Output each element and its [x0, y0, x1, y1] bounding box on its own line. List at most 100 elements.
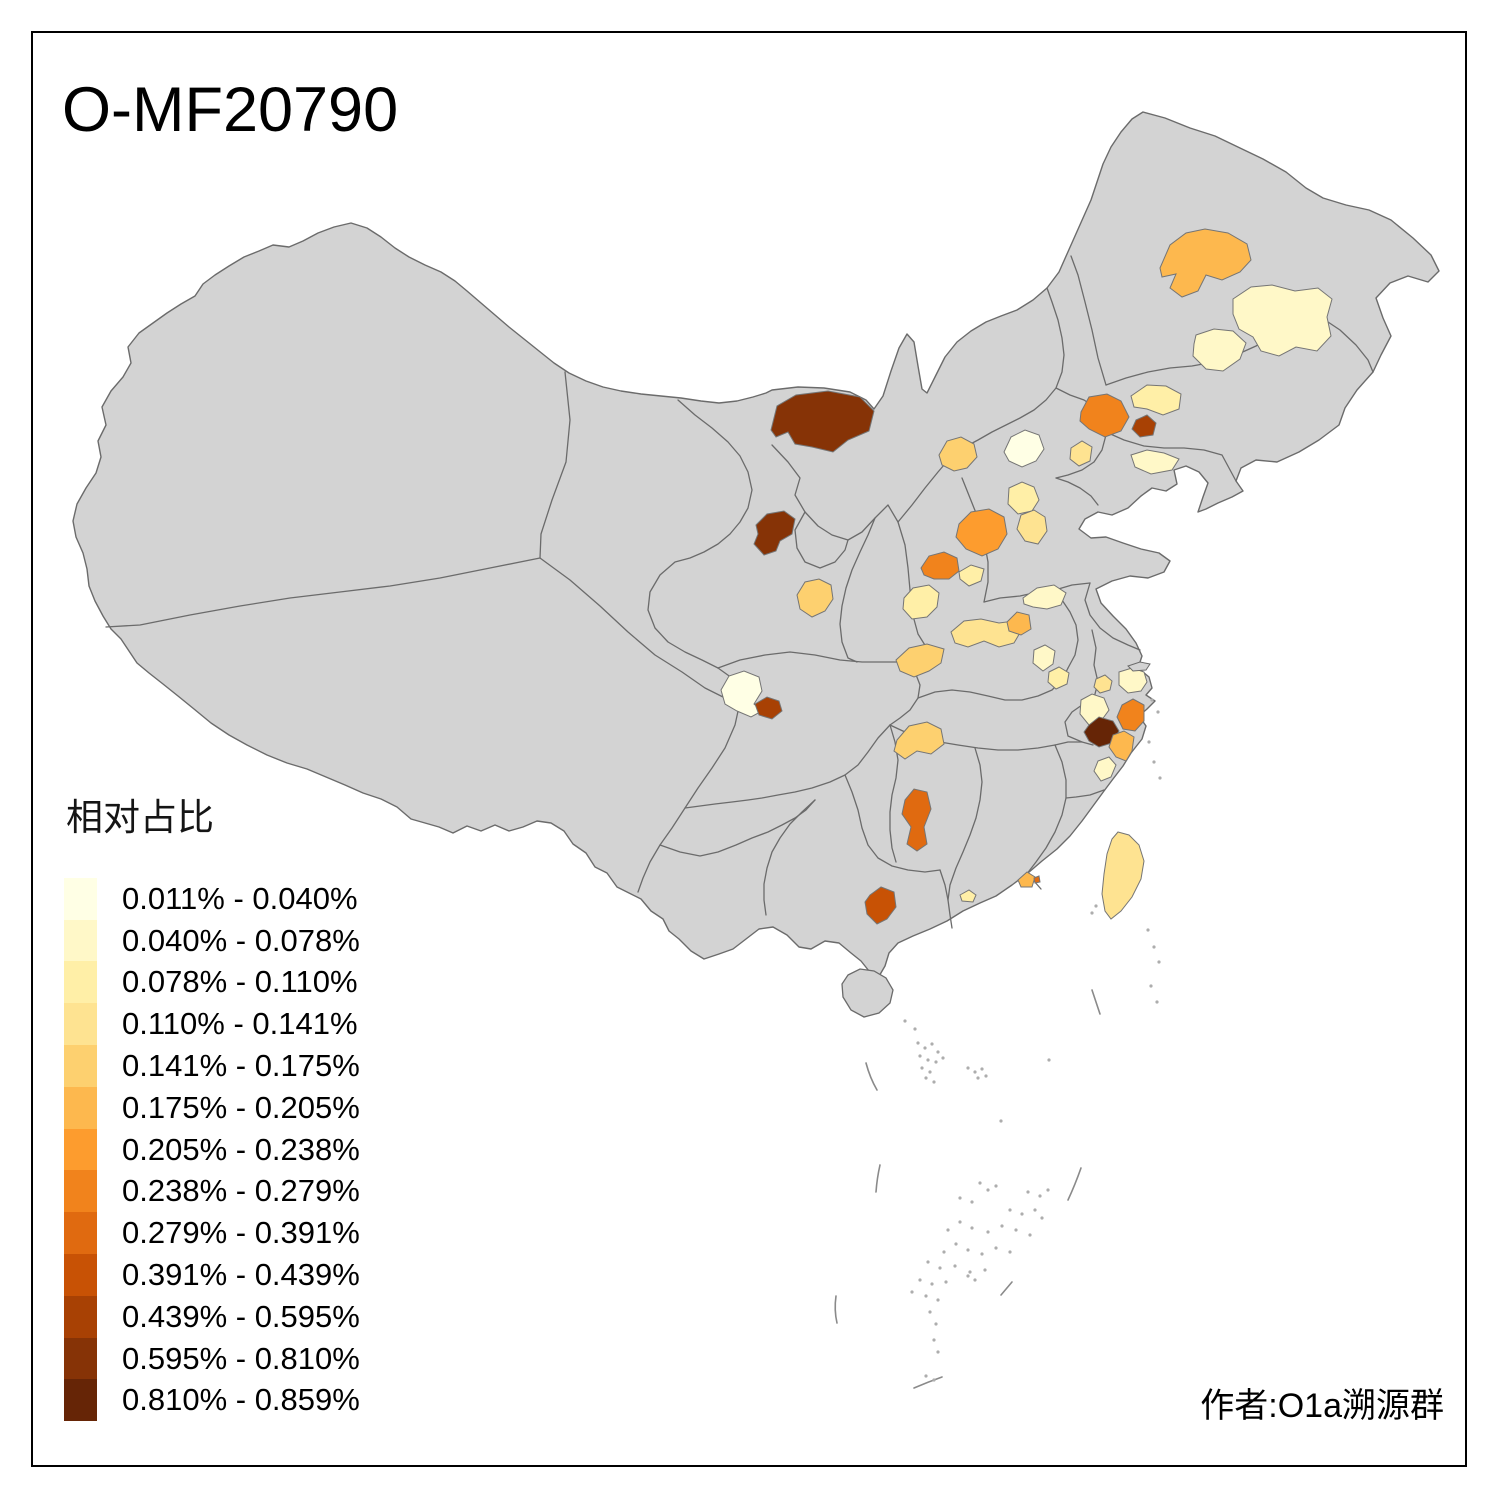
island-dot	[980, 1067, 984, 1071]
legend-item: 0.205% - 0.238%	[64, 1128, 360, 1171]
island-dot	[944, 1280, 948, 1284]
legend-swatch	[64, 1295, 97, 1338]
map-region-sichuan-meishan	[754, 696, 783, 720]
island-dot	[973, 1070, 977, 1074]
legend-item: 0.439% - 0.595%	[64, 1295, 360, 1338]
island-dot	[930, 1042, 934, 1046]
south-china-sea-dashes	[834, 989, 1101, 1389]
island-dot	[994, 1246, 998, 1250]
map-region-im-bayannur	[770, 390, 875, 453]
legend-items: 0.011% - 0.040% 0.040% - 0.078% 0.078% - 0…	[64, 877, 360, 1422]
island-dot	[941, 1056, 945, 1060]
legend-label: 0.040% - 0.078%	[122, 922, 360, 958]
island-dot	[926, 1058, 930, 1062]
island-dot	[924, 1294, 928, 1298]
map-region-jiangsu-nanjing	[1093, 674, 1113, 694]
legend-swatch	[64, 1003, 97, 1046]
map-region-ne-heilongjiang-southeast	[1192, 328, 1247, 372]
legend-label: 0.439% - 0.595%	[122, 1298, 360, 1334]
legend-swatch	[64, 1170, 97, 1213]
legend-item: 0.011% - 0.040%	[64, 877, 360, 920]
legend-swatch	[64, 1212, 97, 1255]
island-dot	[1033, 1208, 1037, 1212]
chart-title: O-MF20790	[62, 75, 399, 145]
island-dot	[1000, 1224, 1004, 1228]
map-region-shaanxi-guanzhong	[895, 643, 945, 678]
map-region-hebei-cangzhou	[1016, 509, 1048, 545]
map-region-gansu-lanzhou	[753, 510, 796, 556]
island-dot	[936, 1350, 940, 1354]
legend-swatch	[64, 1254, 97, 1296]
map-region-zhejiang-lishui	[1093, 756, 1117, 782]
legend-item: 0.391% - 0.439%	[64, 1254, 360, 1296]
island-dot	[1014, 1228, 1018, 1232]
island-dot	[986, 1188, 990, 1192]
island-dot	[920, 1066, 924, 1070]
island-dot	[928, 1310, 932, 1314]
island-dot	[966, 1274, 970, 1278]
island-dot	[928, 1070, 932, 1074]
legend-swatch	[64, 919, 97, 962]
map-region-ne-liaoning-east	[1130, 449, 1180, 475]
island-dot	[924, 1374, 928, 1378]
legend-label: 0.110% - 0.141%	[122, 1006, 358, 1042]
island-dot	[1038, 1194, 1042, 1198]
legend-item: 0.110% - 0.141%	[64, 1003, 360, 1046]
island-dot	[1158, 776, 1162, 780]
map-region-shanxi-south	[950, 618, 1022, 648]
map-region-ningxia-south	[796, 578, 834, 618]
map-region-guangxi-nanning	[864, 886, 897, 925]
legend-swatch	[64, 1379, 97, 1422]
map-region-hebei-shijiazhuang	[955, 508, 1008, 557]
legend-swatch	[64, 1086, 97, 1129]
island-dot	[1028, 1233, 1032, 1237]
island-dot	[934, 1322, 938, 1326]
island-dot	[934, 1060, 938, 1064]
map-region-shanxi-east	[958, 564, 985, 587]
island-dot	[954, 1242, 958, 1246]
chongming-island	[1127, 661, 1151, 672]
map-region-ne-harbin	[1159, 228, 1252, 298]
island-dot	[1147, 740, 1151, 744]
legend-label: 0.011% - 0.040%	[122, 880, 358, 916]
map-region-henan-north	[1022, 584, 1067, 610]
legend-swatch	[64, 961, 97, 1004]
island-dot	[916, 1041, 920, 1045]
map-region-guizhou-zunyi	[893, 721, 945, 760]
island-dot	[942, 1250, 946, 1254]
island-dot	[983, 1268, 987, 1272]
island-dot	[1150, 698, 1154, 702]
map-region-ne-jilin-east	[1130, 384, 1182, 416]
island-dot	[999, 1119, 1003, 1123]
island-dot	[946, 1228, 950, 1232]
author-credit: 作者:O1a溯源群	[1200, 1387, 1444, 1425]
island-dot	[1155, 1000, 1159, 1004]
map-region-ne-tieling	[1069, 440, 1093, 467]
island-dot	[976, 1076, 980, 1080]
island-dot	[923, 1046, 927, 1050]
map-region-ne-liaoyuan	[1131, 414, 1157, 438]
legend-swatch	[64, 877, 97, 920]
island-dot	[978, 1181, 982, 1185]
map-region-hunan-yongzhou	[901, 788, 932, 852]
island-dot	[1026, 1190, 1030, 1194]
island-dot	[1046, 1188, 1050, 1192]
legend-label: 0.141% - 0.175%	[122, 1047, 360, 1083]
island-dot	[926, 1260, 930, 1264]
island-dot	[953, 1264, 957, 1268]
map-region-guangdong-chaoshan	[1017, 871, 1036, 888]
map-region-zhejiang-ningbo-shaoxing	[1116, 698, 1145, 732]
legend-item: 0.141% - 0.175%	[64, 1045, 360, 1087]
island-dot	[1020, 1212, 1024, 1216]
map-region-anhui-southeast	[1079, 693, 1110, 726]
island-dot	[932, 1338, 936, 1342]
island-dot	[1090, 911, 1094, 915]
island-dot	[913, 1027, 917, 1031]
island-dot	[932, 1378, 936, 1382]
map-region-anhui-northwest	[1047, 666, 1070, 690]
legend-label: 0.391% - 0.439%	[122, 1256, 360, 1292]
map-region-ne-heilongjiang-east	[1232, 284, 1333, 357]
island-dot	[958, 1196, 962, 1200]
legend-item: 0.810% - 0.859%	[64, 1379, 360, 1422]
island-dot	[918, 1054, 922, 1058]
